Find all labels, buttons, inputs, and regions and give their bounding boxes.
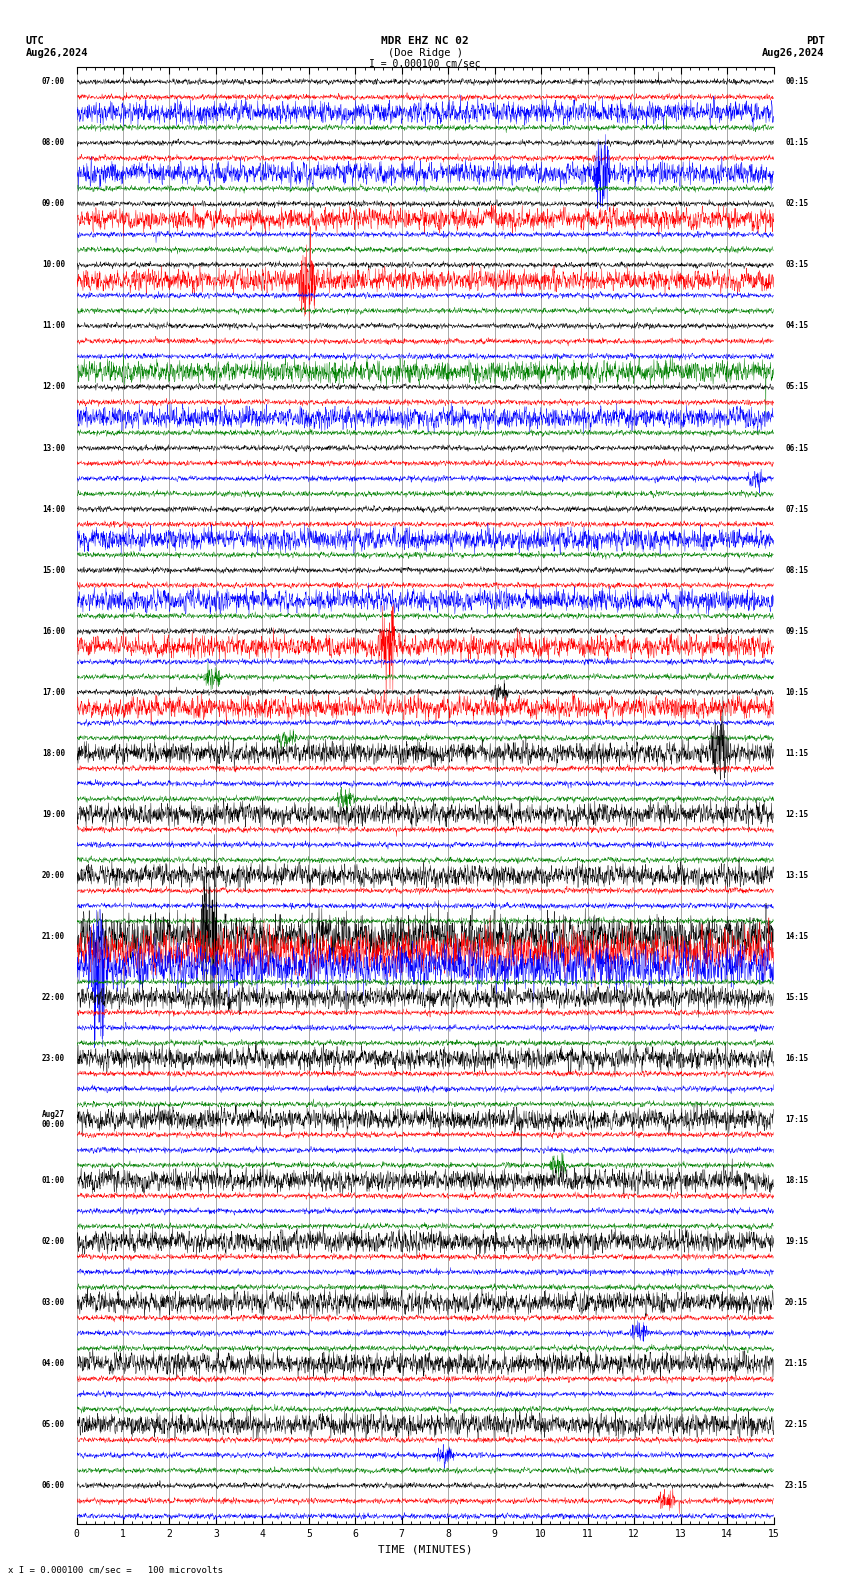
Text: 20:15: 20:15: [785, 1297, 808, 1307]
Text: 12:15: 12:15: [785, 809, 808, 819]
Text: (Doe Ridge ): (Doe Ridge ): [388, 48, 462, 57]
Text: 20:00: 20:00: [42, 871, 65, 879]
Text: 09:15: 09:15: [785, 627, 808, 635]
Text: 03:15: 03:15: [785, 260, 808, 269]
Text: 16:15: 16:15: [785, 1053, 808, 1063]
Text: 14:00: 14:00: [42, 505, 65, 513]
Text: Aug26,2024: Aug26,2024: [26, 48, 88, 57]
Text: Aug27
00:00: Aug27 00:00: [42, 1110, 65, 1129]
Text: 21:00: 21:00: [42, 931, 65, 941]
Text: 05:15: 05:15: [785, 382, 808, 391]
Text: 21:15: 21:15: [785, 1359, 808, 1369]
Text: 06:15: 06:15: [785, 444, 808, 453]
Text: 11:15: 11:15: [785, 749, 808, 757]
Text: 13:00: 13:00: [42, 444, 65, 453]
Text: x I = 0.000100 cm/sec =   100 microvolts: x I = 0.000100 cm/sec = 100 microvolts: [8, 1565, 224, 1574]
X-axis label: TIME (MINUTES): TIME (MINUTES): [377, 1544, 473, 1554]
Text: 01:00: 01:00: [42, 1175, 65, 1185]
Text: 06:00: 06:00: [42, 1481, 65, 1491]
Text: 07:15: 07:15: [785, 505, 808, 513]
Text: 04:00: 04:00: [42, 1359, 65, 1369]
Text: 13:15: 13:15: [785, 871, 808, 879]
Text: 17:15: 17:15: [785, 1115, 808, 1125]
Text: I = 0.000100 cm/sec: I = 0.000100 cm/sec: [369, 59, 481, 68]
Text: 18:15: 18:15: [785, 1175, 808, 1185]
Text: 08:15: 08:15: [785, 565, 808, 575]
Text: 02:00: 02:00: [42, 1237, 65, 1247]
Text: 08:00: 08:00: [42, 138, 65, 147]
Text: 23:15: 23:15: [785, 1481, 808, 1491]
Text: 23:00: 23:00: [42, 1053, 65, 1063]
Text: 03:00: 03:00: [42, 1297, 65, 1307]
Text: Aug26,2024: Aug26,2024: [762, 48, 824, 57]
Text: 19:15: 19:15: [785, 1237, 808, 1247]
Text: PDT: PDT: [806, 36, 824, 46]
Text: 02:15: 02:15: [785, 200, 808, 209]
Text: 07:00: 07:00: [42, 78, 65, 86]
Text: UTC: UTC: [26, 36, 44, 46]
Text: 05:00: 05:00: [42, 1421, 65, 1429]
Text: 15:15: 15:15: [785, 993, 808, 1001]
Text: 14:15: 14:15: [785, 931, 808, 941]
Text: 19:00: 19:00: [42, 809, 65, 819]
Text: 12:00: 12:00: [42, 382, 65, 391]
Text: MDR EHZ NC 02: MDR EHZ NC 02: [381, 36, 469, 46]
Text: 01:15: 01:15: [785, 138, 808, 147]
Text: 09:00: 09:00: [42, 200, 65, 209]
Text: 04:15: 04:15: [785, 322, 808, 331]
Text: 17:00: 17:00: [42, 687, 65, 697]
Text: 11:00: 11:00: [42, 322, 65, 331]
Text: 10:00: 10:00: [42, 260, 65, 269]
Text: 15:00: 15:00: [42, 565, 65, 575]
Text: 00:15: 00:15: [785, 78, 808, 86]
Text: 16:00: 16:00: [42, 627, 65, 635]
Text: 18:00: 18:00: [42, 749, 65, 757]
Text: 22:00: 22:00: [42, 993, 65, 1001]
Text: 10:15: 10:15: [785, 687, 808, 697]
Text: 22:15: 22:15: [785, 1421, 808, 1429]
